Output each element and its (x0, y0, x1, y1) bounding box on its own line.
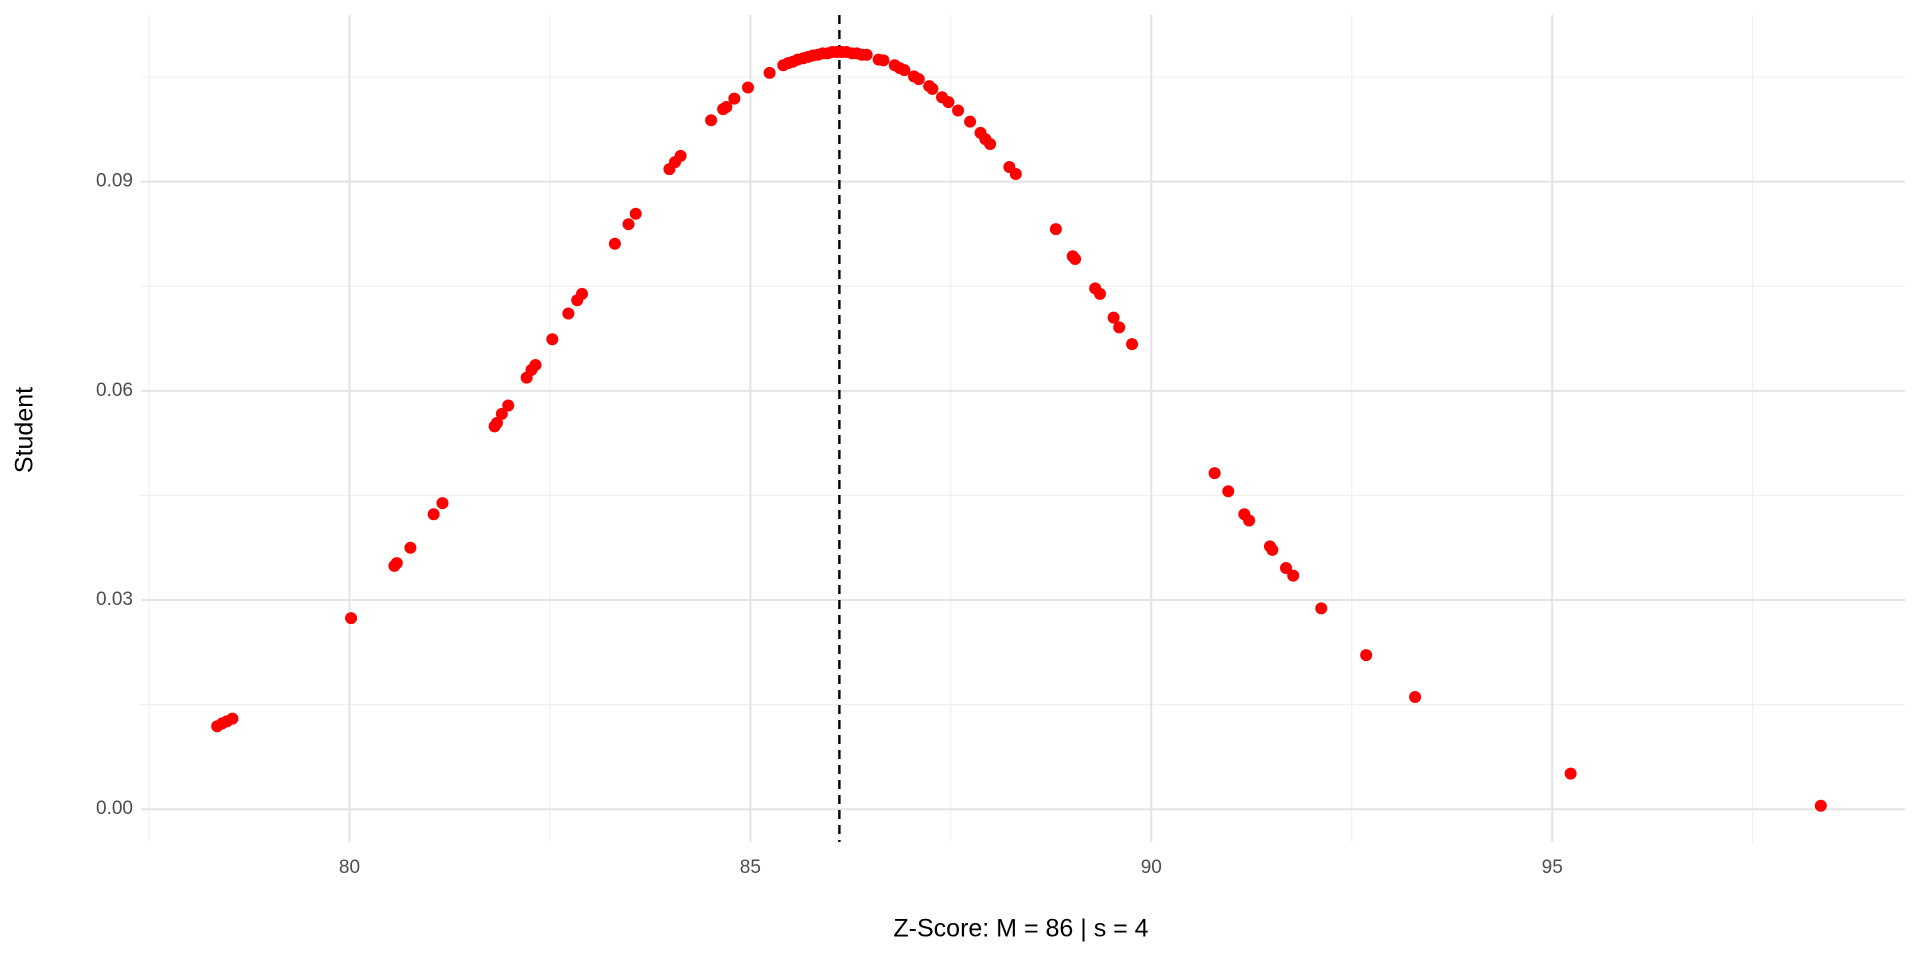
scatter-point (877, 54, 890, 67)
scatter-point (502, 399, 515, 412)
scatter-point (674, 149, 687, 162)
y-tick-label: 0.09 (96, 171, 133, 192)
grid (141, 15, 1905, 842)
x-tick-label: 90 (1141, 857, 1162, 878)
scatter-point (1208, 467, 1221, 480)
scatter-point (741, 81, 754, 94)
scatter-point (1564, 767, 1577, 780)
scatter-point (562, 307, 575, 320)
x-axis-title: Z-Score: M = 86 | s = 4 (893, 915, 1148, 943)
scatter-point (898, 64, 911, 77)
scatter-point (436, 497, 449, 510)
scatter-point (952, 104, 965, 117)
scatter-point (1360, 649, 1373, 662)
scatter-point (1222, 485, 1235, 498)
scatter-point (629, 207, 642, 220)
scatter-point (1814, 799, 1827, 812)
scatter-point (1009, 167, 1022, 180)
scatter-point (427, 508, 440, 521)
y-tick-label: 0.06 (96, 380, 133, 401)
scatter-point (1409, 690, 1422, 703)
scatter-point (964, 115, 977, 128)
scatter-point (728, 92, 741, 105)
scatter-point (404, 541, 417, 554)
scatter-point (576, 287, 588, 300)
x-tick-label: 85 (740, 857, 761, 878)
scatter-point (1243, 514, 1256, 527)
x-tick-label: 95 (1542, 857, 1563, 878)
scatter-point (622, 218, 635, 231)
scatter-point (942, 96, 955, 109)
scatter-point (1069, 253, 1082, 266)
scatter-point (491, 416, 504, 429)
y-axis-title: Student (11, 387, 39, 473)
scatter-point (1107, 311, 1120, 324)
y-tick-label: 0.00 (96, 798, 133, 819)
scatter-point (1315, 602, 1328, 615)
y-tick-label: 0.03 (96, 589, 133, 610)
scatter-point (546, 333, 559, 346)
scatter-point (1287, 569, 1300, 582)
scatter-point (860, 48, 873, 61)
scatter-point (390, 557, 403, 570)
scatter-point (763, 66, 776, 79)
scatter-point (1093, 287, 1106, 300)
scatter-point (1279, 561, 1292, 574)
scatter-point (608, 237, 621, 250)
scatter-point (1266, 543, 1279, 556)
scatter-point (912, 73, 925, 86)
scatter-point (1113, 321, 1126, 334)
scatter-point (984, 138, 997, 151)
x-tick-label: 80 (339, 857, 360, 878)
plot-area (211, 15, 1827, 842)
scatter-point (1126, 338, 1139, 351)
scatter-point (926, 82, 939, 95)
scatter-point (1049, 223, 1062, 236)
scatter-point (495, 407, 508, 420)
scatter-point (529, 359, 542, 372)
scatter-point (226, 712, 239, 725)
scatter-point (705, 114, 718, 127)
scatter-point (720, 101, 733, 114)
scatter-point (345, 612, 358, 625)
